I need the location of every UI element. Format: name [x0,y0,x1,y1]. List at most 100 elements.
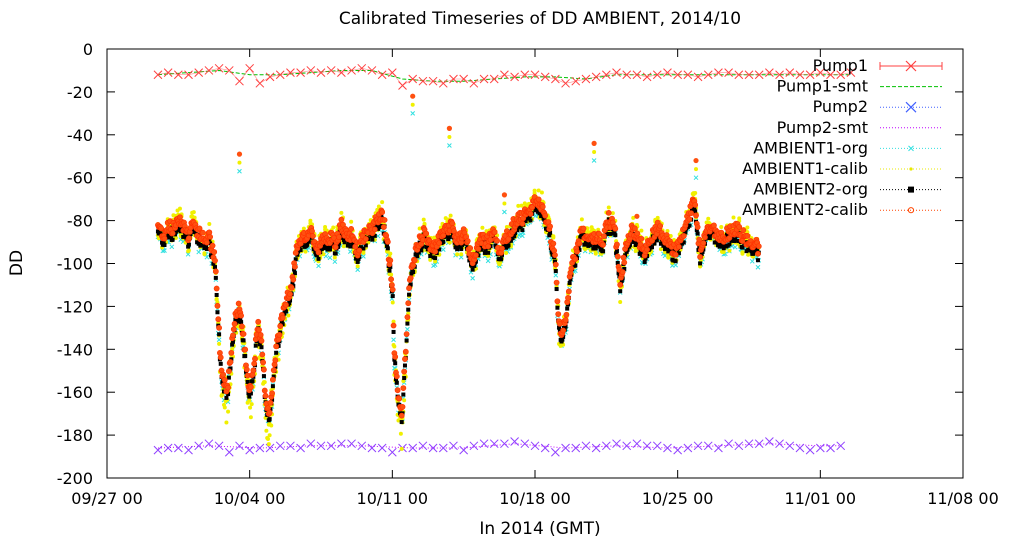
legend-marker [905,101,917,113]
series-ambient2-org-point [350,241,355,246]
series-ambient2-calib-point [214,302,221,309]
series-ambient2-calib-point [169,230,176,237]
series-ambient2-calib-point [638,235,645,242]
series-ambient2-org-point [444,234,449,239]
series-pump1-point [673,70,683,80]
series-ambient2-org-point [385,246,390,251]
series-ambient2-calib-point [230,326,237,333]
series-ambient1-calib-point [207,221,212,226]
series-pump2-point [815,443,825,453]
series-ambient1-calib-point [222,405,227,410]
series-ambient1-org-point [237,168,242,174]
series-pump2-point [622,441,632,451]
series-pump1-point [846,68,856,77]
series-ambient1-calib-point [173,236,178,241]
series-ambient2-org-point [173,229,178,234]
series-pump1-point [754,70,764,80]
series-ambient2-org-point [261,374,266,379]
series-ambient2-calib-point [519,220,526,227]
series-ambient2-calib-point [255,318,262,325]
series-pump1-point [571,76,581,86]
series-ambient2-org-point [213,265,218,270]
series-ambient2-org-point [472,263,477,268]
series-pump1-point [622,70,632,80]
series-ambient2-org-point [749,249,754,254]
series-ambient2-org-point [348,244,353,249]
series-ambient2-org-point [369,234,374,239]
y-tick-label: -160 [57,383,93,402]
series-ambient2-calib-point [227,359,234,365]
series-ambient2-calib-point [279,314,286,321]
series-ambient2-calib-point [563,311,570,318]
series-pump2-point [316,441,326,451]
series-ambient2-calib-point [257,332,264,338]
series-ambient2-calib-point [356,247,363,254]
series-ambient2-calib-point [423,230,430,237]
series-ambient1-org-point [732,244,738,250]
series-ambient2-org-point [520,228,525,233]
series-ambient2-org-point [455,247,460,252]
series-ambient2-calib-point [388,276,395,283]
series-pump2-point [163,443,173,453]
series-ambient2-org-point [345,243,350,248]
series-ambient2-org-point [279,319,284,324]
series-ambient2-calib-point [562,317,569,323]
series-pump2-point [632,439,642,449]
series-ambient2-calib-point [240,331,247,337]
series-ambient2-calib-point [267,399,274,406]
series-ambient2-org-point [615,260,620,265]
series-ambient2-calib-point [399,403,406,410]
series-ambient2-org-point [235,319,240,324]
series-ambient2-org-point [593,246,598,251]
series-ambient1-calib-point [618,300,623,305]
series-ambient1-calib-point [248,415,253,420]
series-ambient1-calib-point [631,215,636,220]
series-ambient2-calib-point [467,245,474,252]
series-ambient1-calib-point [266,442,271,447]
series-pump1-point [428,76,438,86]
series-ambient2-org-point [313,250,318,255]
series-pump2-point [387,447,397,457]
series-ambient1-calib-point [349,219,354,224]
series-pump1-point [459,74,469,84]
series-ambient2-org-point [282,311,287,316]
series-pump1-point [591,72,601,82]
series-ambient2-org-point [241,338,246,343]
series-ambient2-org-point [477,243,482,248]
series-ambient2-org-point [419,248,424,253]
series-ambient1-calib-point [579,217,584,222]
series-pump2-point [367,443,377,453]
series-ambient2-org-point [290,281,295,286]
series-ambient1-calib-point [402,398,407,403]
series-ambient1-calib-point [694,167,699,172]
series-ambient2-calib-point [755,250,761,257]
series-pump2-point [194,441,204,451]
series-ambient2-org-point [714,240,719,245]
series-ambient2-calib-point [644,246,650,253]
series-ambient2-org-point [358,245,363,250]
series-ambient1-calib-point [740,250,745,255]
series-ambient2-org-point [542,217,547,222]
series-pump1-point [642,72,652,82]
series-pump2-point [571,443,581,453]
series-ambient2-calib-point [485,243,492,250]
series-ambient1-calib-point [519,203,524,208]
series-ambient2-org-point [204,246,209,251]
series-pump2-point [296,443,305,453]
series-ambient1-calib-point [355,264,360,269]
series-pump1-point [520,70,530,80]
series-ambient2-org-point [161,240,166,245]
series-pump2-point [693,441,703,451]
series-ambient2-calib-point [259,351,266,358]
series-ambient2-org-point [508,238,513,243]
series-ambient1-calib-point [339,210,344,215]
legend-label: AMBIENT1-calib [742,159,868,178]
series-ambient2-calib-point [262,392,269,399]
series-ambient2-calib-point [371,226,378,233]
series-ambient2-calib-point [499,245,505,252]
series-ambient2-calib-point [494,237,500,244]
series-ambient2-calib-point [600,241,606,248]
series-ambient1-calib-point [432,235,437,240]
series-ambient1-org-point [553,272,559,278]
